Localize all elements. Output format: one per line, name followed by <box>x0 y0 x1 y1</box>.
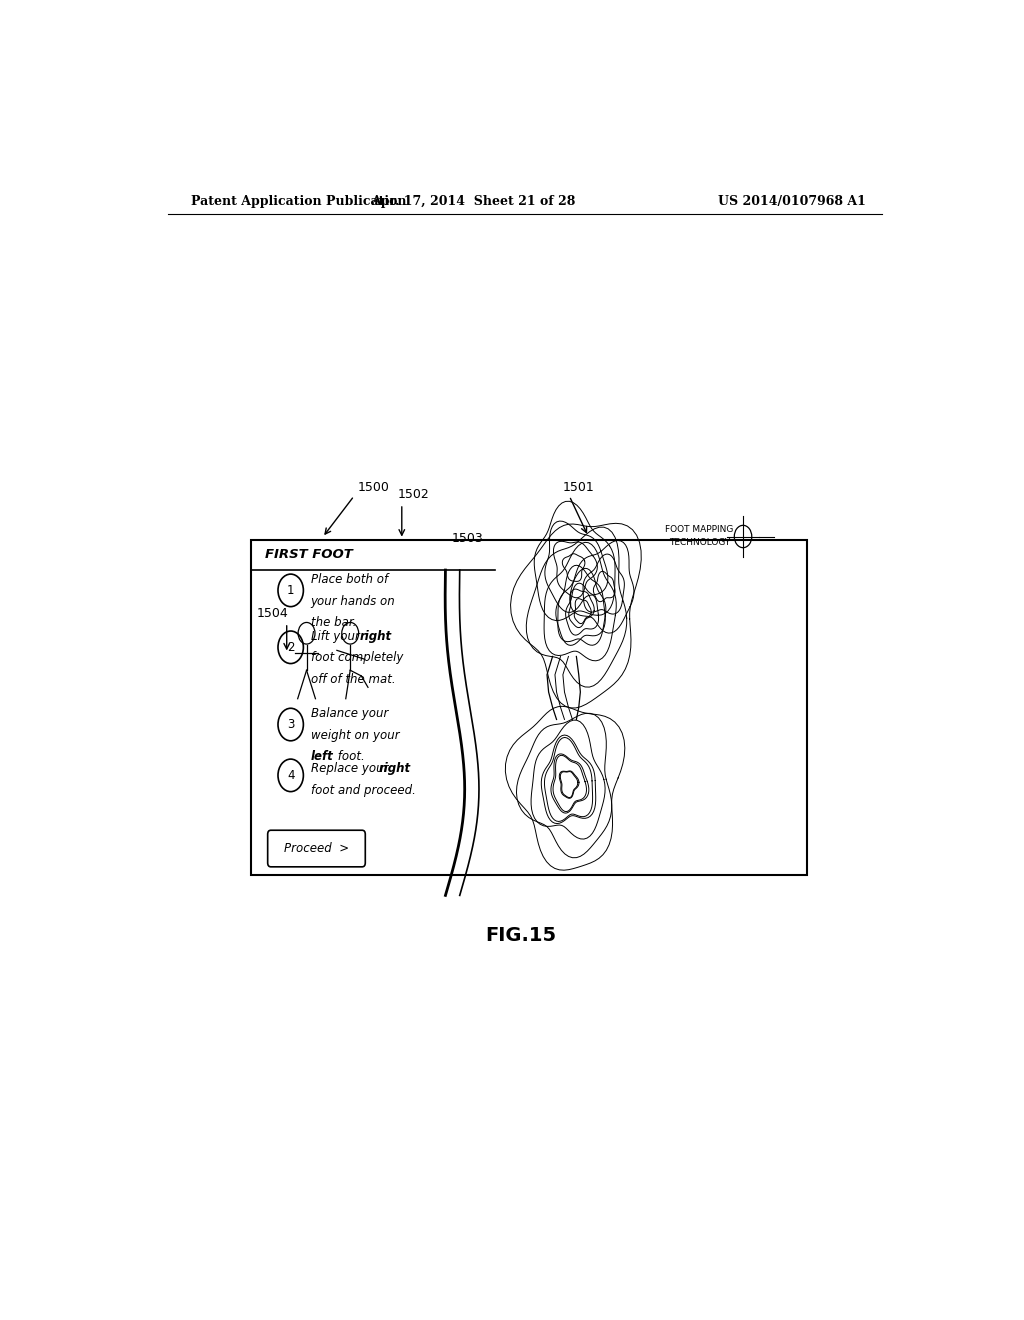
Text: right: right <box>359 630 392 643</box>
Text: FIRST FOOT: FIRST FOOT <box>265 548 353 561</box>
Text: Apr. 17, 2014  Sheet 21 of 28: Apr. 17, 2014 Sheet 21 of 28 <box>371 194 575 207</box>
Text: 1502: 1502 <box>397 488 430 500</box>
FancyBboxPatch shape <box>267 830 366 867</box>
Text: off of the mat.: off of the mat. <box>310 673 395 686</box>
Text: right: right <box>379 763 411 775</box>
Text: 1503: 1503 <box>452 532 483 545</box>
Text: weight on your: weight on your <box>310 729 399 742</box>
Bar <box>251 540 807 875</box>
Text: foot.: foot. <box>334 750 366 763</box>
Text: Patent Application Publication: Patent Application Publication <box>191 194 407 207</box>
Text: foot completely: foot completely <box>310 652 402 664</box>
Text: FIG.15: FIG.15 <box>485 927 556 945</box>
Text: Proceed  >: Proceed > <box>284 842 349 855</box>
Text: Place both of: Place both of <box>310 573 388 586</box>
Text: 1504: 1504 <box>257 607 289 620</box>
Text: 1500: 1500 <box>358 480 390 494</box>
Text: 3: 3 <box>287 718 294 731</box>
Text: Balance your: Balance your <box>310 708 388 721</box>
Text: left: left <box>310 750 333 763</box>
Text: the bar.: the bar. <box>310 616 356 628</box>
Text: US 2014/0107968 A1: US 2014/0107968 A1 <box>718 194 866 207</box>
Text: 1501: 1501 <box>563 480 595 494</box>
Text: FOOT MAPPING: FOOT MAPPING <box>666 525 733 533</box>
Text: your hands on: your hands on <box>310 594 395 607</box>
Text: 1: 1 <box>287 583 295 597</box>
Text: Lift your: Lift your <box>310 630 364 643</box>
Text: 2: 2 <box>287 640 295 653</box>
Text: Replace your: Replace your <box>310 763 392 775</box>
Text: foot and proceed.: foot and proceed. <box>310 784 416 797</box>
Text: 4: 4 <box>287 768 295 781</box>
Text: TECHNOLOGY: TECHNOLOGY <box>669 539 730 546</box>
